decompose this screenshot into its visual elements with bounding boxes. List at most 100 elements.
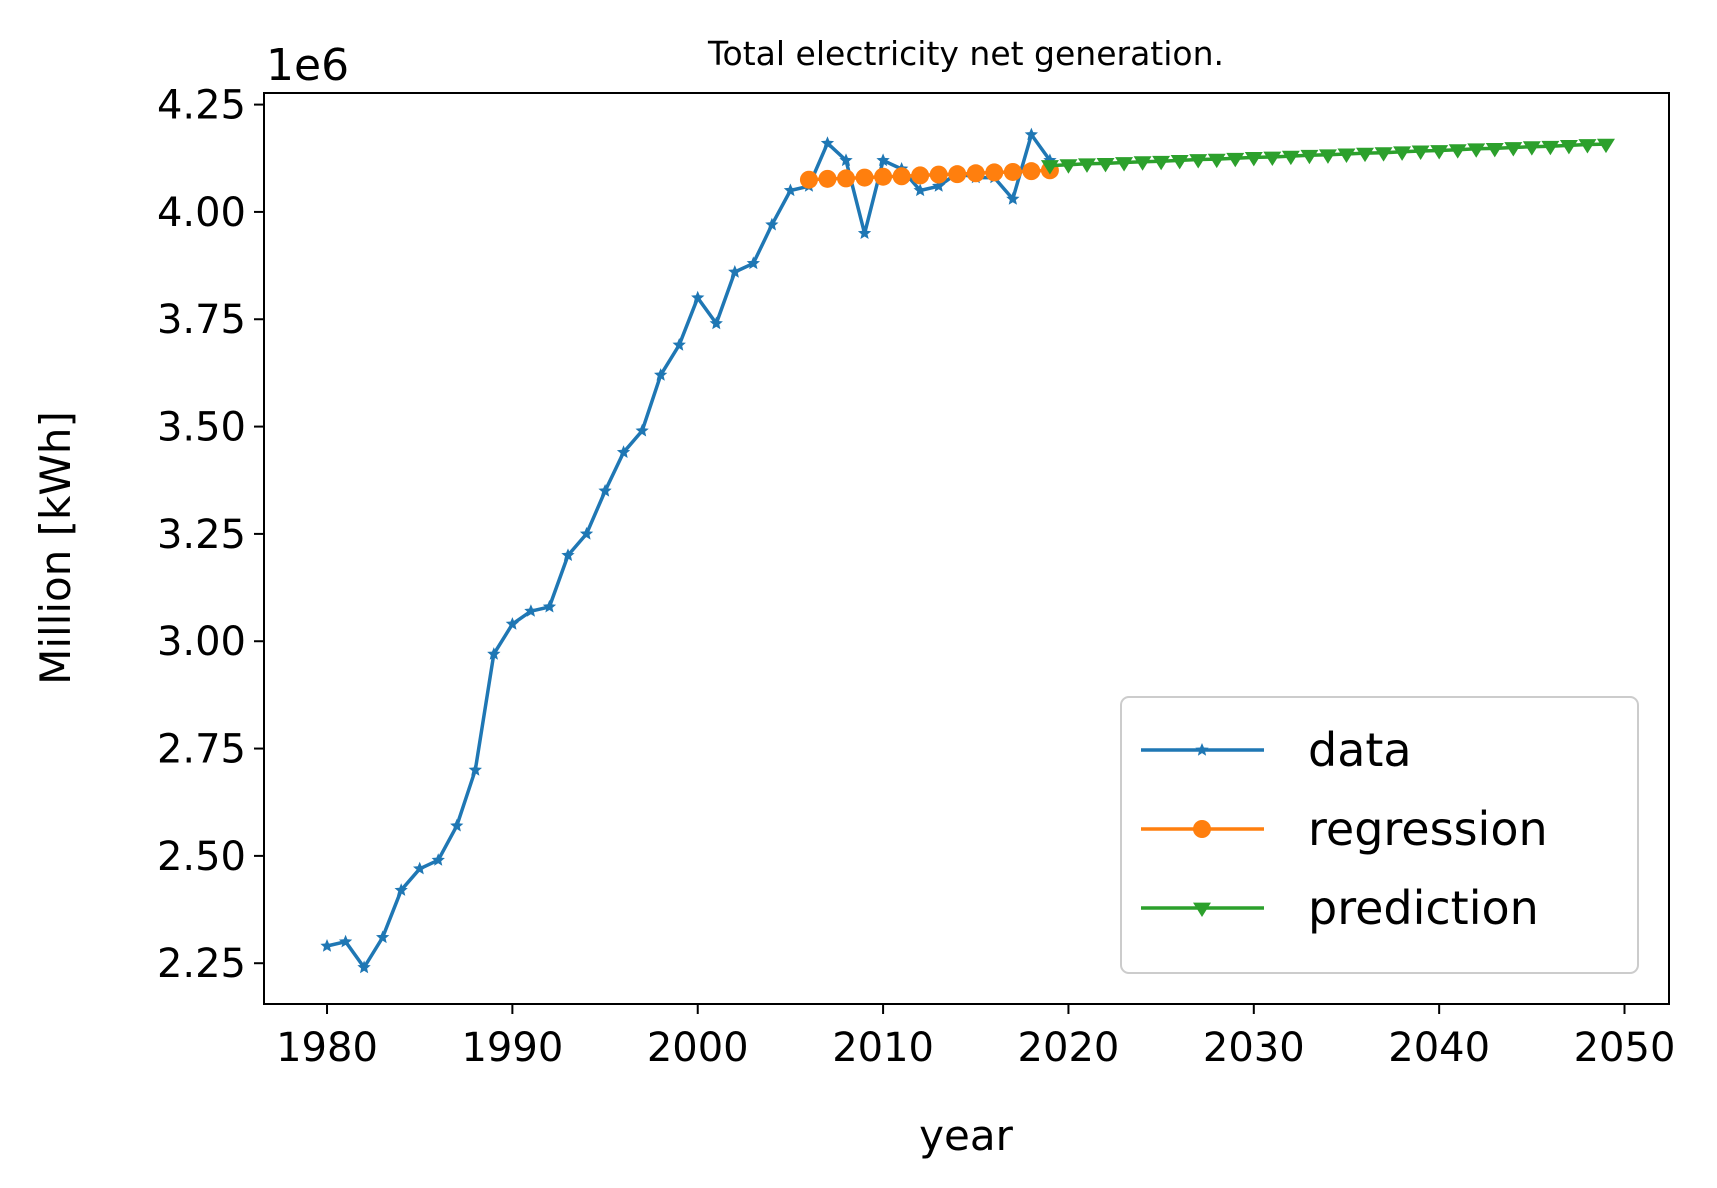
legend-label-regression: regression <box>1308 802 1548 856</box>
data-point-data <box>1006 192 1020 205</box>
data-point-regression <box>874 167 893 186</box>
data-point-data <box>524 604 538 617</box>
y-offset-text: 1e6 <box>266 40 349 91</box>
data-point-prediction <box>1448 144 1467 159</box>
plot-frame <box>263 92 1670 1005</box>
data-point-data <box>357 960 371 974</box>
data-point-prediction <box>1096 158 1115 173</box>
y-tick-label: 3.00 <box>157 619 246 665</box>
data-point-data <box>487 647 501 660</box>
data-point-prediction <box>1393 146 1412 161</box>
data-point-data <box>913 183 927 197</box>
legend-marker-data <box>1195 743 1209 756</box>
data-point-prediction <box>1578 139 1597 154</box>
data-point-prediction <box>1281 150 1300 166</box>
data-point-data <box>820 136 835 149</box>
legend: data regression prediction <box>1120 696 1639 974</box>
data-point-data <box>338 934 353 948</box>
series-line-data <box>326 132 1052 970</box>
y-axis: 2.25 2.50 2.75 3.00 3.25 3.50 3.75 4.00 4.25 <box>157 83 264 987</box>
legend-marker-prediction <box>1193 902 1211 917</box>
data-point-prediction <box>1411 145 1430 160</box>
data-point-data <box>431 853 445 866</box>
data-point-prediction <box>1356 147 1375 163</box>
data-point-data <box>598 484 612 497</box>
data-point-data <box>691 290 705 304</box>
y-tick-label: 2.75 <box>157 727 246 773</box>
data-point-data <box>857 226 872 239</box>
x-tick-label: 2000 <box>647 1025 749 1071</box>
y-tick-label: 2.25 <box>157 941 246 987</box>
series-data <box>320 127 1057 974</box>
data-point-regression <box>1003 162 1022 181</box>
x-tick-label: 2040 <box>1388 1025 1490 1071</box>
data-point-regression <box>837 169 856 188</box>
data-point-prediction <box>1374 147 1393 162</box>
x-tick-label: 1990 <box>461 1025 563 1071</box>
data-point-data <box>728 265 742 278</box>
y-tick-label: 4.25 <box>157 83 246 129</box>
plot-series <box>320 127 1615 974</box>
data-point-data <box>635 423 649 437</box>
data-point-regression <box>911 166 930 185</box>
chart-title: Total electricity net generation. <box>707 34 1224 73</box>
data-point-prediction <box>1115 157 1134 172</box>
data-point-prediction <box>1170 155 1189 170</box>
data-point-data <box>839 153 853 167</box>
data-point-regression <box>892 167 911 186</box>
data-point-regression <box>929 165 948 184</box>
data-point-prediction <box>1059 159 1078 174</box>
data-point-data <box>413 861 427 875</box>
data-point-prediction <box>1318 149 1337 164</box>
x-axis-label: year <box>919 1111 1013 1160</box>
series-regression <box>799 161 1059 189</box>
data-point-prediction <box>1226 152 1245 168</box>
x-tick-label: 2050 <box>1574 1025 1676 1071</box>
data-point-prediction <box>1430 145 1449 160</box>
legend-box <box>1120 696 1639 974</box>
data-point-regression <box>948 165 967 184</box>
data-point-data <box>468 763 482 776</box>
y-tick-label: 4.00 <box>157 190 246 236</box>
data-point-data <box>394 883 408 896</box>
data-point-prediction <box>1244 151 1263 167</box>
data-point-prediction <box>1504 142 1523 157</box>
data-point-regression <box>799 170 818 189</box>
data-point-data <box>561 548 575 561</box>
y-tick-label: 3.25 <box>157 512 246 558</box>
x-axis: 1980 1990 2000 2010 2020 2030 2040 2050 <box>276 1004 1675 1071</box>
data-point-data <box>1024 127 1038 141</box>
data-point-data <box>932 179 946 192</box>
legend-marker-regression <box>1193 820 1211 838</box>
data-point-regression <box>966 164 985 183</box>
data-point-data <box>783 183 798 197</box>
data-point-prediction <box>1263 151 1282 166</box>
data-point-prediction <box>1467 143 1486 158</box>
data-point-data <box>765 217 779 231</box>
series-prediction <box>1040 138 1615 175</box>
legend-label-prediction: prediction <box>1308 881 1539 935</box>
y-axis-label: Million [kWh] <box>31 411 80 685</box>
data-point-regression <box>818 169 837 188</box>
data-point-regression <box>855 168 874 187</box>
data-point-prediction <box>1522 141 1541 156</box>
data-point-data <box>746 256 760 270</box>
data-point-data <box>616 445 631 458</box>
data-point-regression <box>1022 162 1041 181</box>
data-point-data <box>505 617 519 630</box>
data-point-data <box>542 599 557 613</box>
x-tick-label: 2010 <box>832 1025 934 1071</box>
data-point-data <box>579 526 594 540</box>
data-point-prediction <box>1559 139 1578 155</box>
legend-label-data: data <box>1308 723 1412 777</box>
data-point-regression <box>985 163 1004 182</box>
data-point-prediction <box>1596 138 1615 154</box>
data-point-data <box>320 939 334 952</box>
data-point-prediction <box>1077 158 1096 173</box>
data-point-data <box>376 930 390 944</box>
data-point-prediction <box>1189 154 1208 169</box>
data-point-prediction <box>1133 156 1152 171</box>
data-point-data <box>709 316 723 330</box>
data-point-prediction <box>1485 142 1504 158</box>
